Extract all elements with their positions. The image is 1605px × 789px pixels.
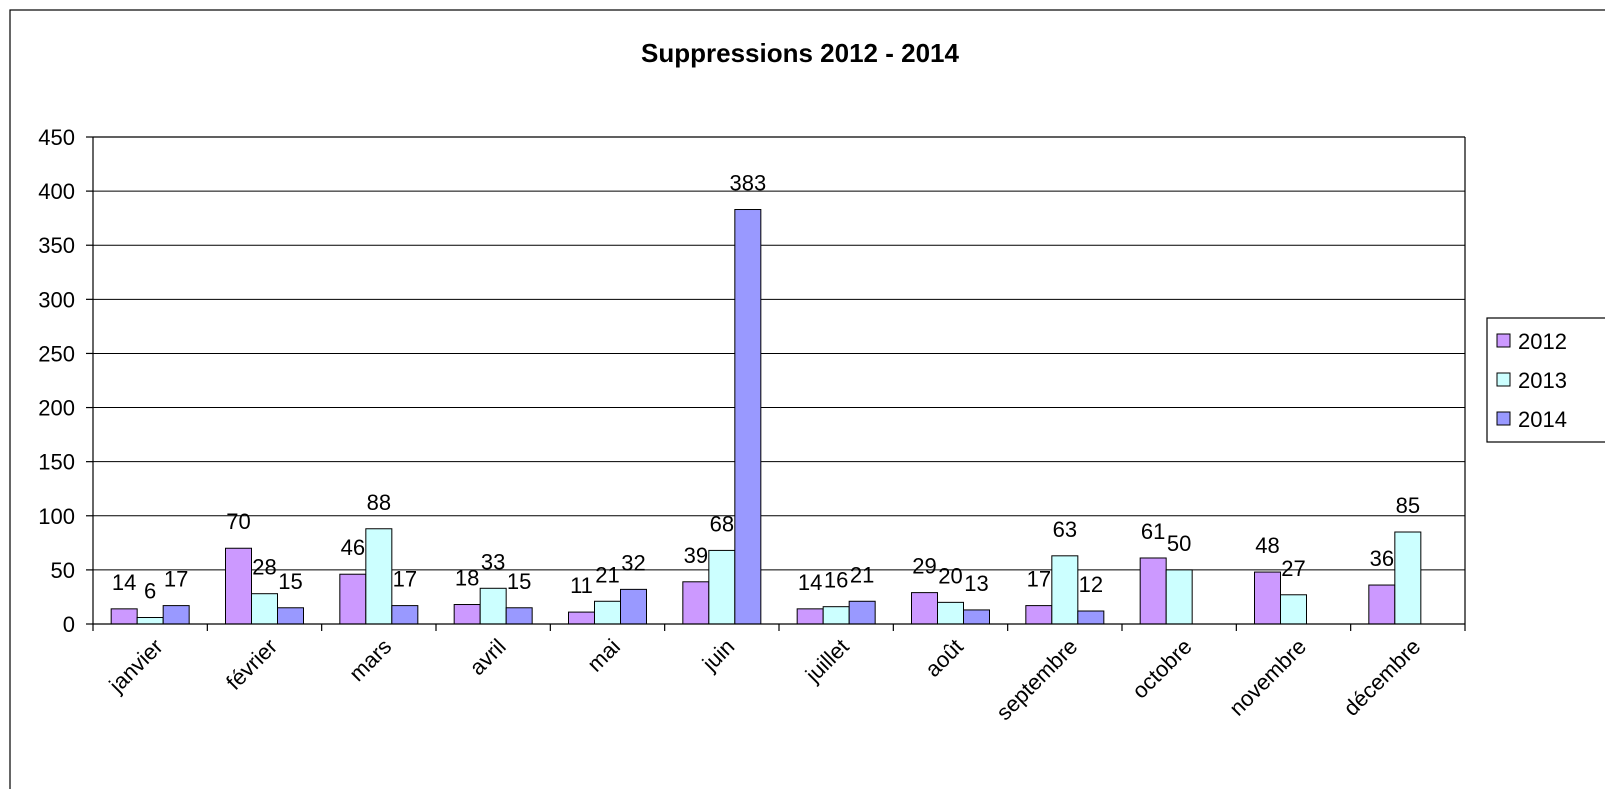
legend-swatch-2013 bbox=[1496, 372, 1511, 387]
data-label: 85 bbox=[1396, 493, 1420, 518]
bar-2013-février bbox=[251, 593, 278, 625]
bar-2012-avril bbox=[453, 604, 481, 625]
data-label: 17 bbox=[393, 567, 417, 592]
data-label: 32 bbox=[621, 550, 645, 575]
y-tick-label: 450 bbox=[38, 125, 75, 150]
bar-2014-janvier bbox=[162, 605, 190, 625]
data-label: 6 bbox=[144, 579, 156, 604]
data-label: 28 bbox=[252, 555, 276, 580]
legend-label-2012: 2012 bbox=[1518, 329, 1567, 354]
y-tick-label: 50 bbox=[51, 558, 75, 583]
data-label: 48 bbox=[1255, 533, 1279, 558]
data-label: 12 bbox=[1079, 572, 1103, 597]
y-axis-ticks: 0 50 100 150 200 250 300 350 400 450 bbox=[38, 125, 93, 637]
bar-2013-octobre bbox=[1165, 569, 1193, 625]
legend-label-2014: 2014 bbox=[1518, 407, 1567, 432]
data-label: 39 bbox=[684, 543, 708, 568]
bar-2013-août bbox=[937, 601, 964, 625]
bar-2013-mai bbox=[594, 600, 621, 625]
data-label: 15 bbox=[278, 569, 302, 594]
data-label: 46 bbox=[341, 535, 365, 560]
y-tick-label: 400 bbox=[38, 179, 75, 204]
bar-2012-juillet bbox=[796, 608, 824, 625]
data-label: 15 bbox=[507, 569, 531, 594]
bar-2014-mai bbox=[620, 588, 647, 625]
data-label: 33 bbox=[481, 549, 505, 574]
data-label: 61 bbox=[1141, 519, 1165, 544]
bar-2012-septembre bbox=[1025, 605, 1053, 625]
bar-2014-mars bbox=[391, 605, 419, 625]
y-tick-label: 350 bbox=[38, 233, 75, 258]
y-tick-label: 300 bbox=[38, 287, 75, 312]
data-label: 63 bbox=[1053, 517, 1077, 542]
bar-2012-décembre bbox=[1368, 584, 1396, 625]
legend-swatch-2012 bbox=[1496, 333, 1511, 348]
legend: 2012 2013 2014 bbox=[1486, 317, 1605, 443]
bar-2012-août bbox=[911, 592, 938, 625]
y-tick-label: 100 bbox=[38, 504, 75, 529]
bar-2013-juin bbox=[708, 549, 736, 625]
legend-swatch-2014 bbox=[1496, 411, 1511, 426]
data-label: 36 bbox=[1370, 546, 1394, 571]
bar-2012-mars bbox=[339, 573, 367, 625]
axes bbox=[92, 136, 1466, 625]
bar-2012-octobre bbox=[1139, 557, 1167, 625]
y-tick-label: 250 bbox=[38, 341, 75, 366]
bar-2014-juin bbox=[734, 209, 762, 625]
bar-2012-juin bbox=[682, 581, 710, 625]
y-tick-label: 0 bbox=[63, 612, 75, 637]
bar-2013-juillet bbox=[822, 606, 850, 625]
data-label: 50 bbox=[1167, 531, 1191, 556]
bar-2013-avril bbox=[479, 587, 507, 625]
y-tick-label: 150 bbox=[38, 450, 75, 475]
chart-title: Suppressions 2012 - 2014 bbox=[641, 38, 959, 68]
data-label: 29 bbox=[912, 554, 936, 579]
data-label: 16 bbox=[824, 568, 848, 593]
data-label: 20 bbox=[938, 563, 962, 588]
bar-2012-novembre bbox=[1254, 571, 1281, 625]
chart-frame bbox=[9, 9, 1605, 789]
data-label: 88 bbox=[367, 490, 391, 515]
data-label: 70 bbox=[226, 509, 250, 534]
data-label: 21 bbox=[595, 562, 619, 587]
data-label: 13 bbox=[964, 571, 988, 596]
data-label: 27 bbox=[1281, 556, 1305, 581]
bar-2014-août bbox=[963, 609, 990, 625]
data-label: 14 bbox=[112, 570, 136, 595]
bar-2013-janvier bbox=[136, 617, 164, 625]
legend-label-2013: 2013 bbox=[1518, 368, 1567, 393]
data-label: 17 bbox=[1027, 567, 1051, 592]
bar-2013-septembre bbox=[1051, 555, 1079, 625]
bar-2012-janvier bbox=[110, 608, 138, 625]
data-label: 11 bbox=[570, 573, 593, 598]
data-label: 17 bbox=[164, 567, 188, 592]
data-label: 14 bbox=[798, 570, 822, 595]
bar-2014-février bbox=[277, 607, 304, 625]
bar-2014-septembre bbox=[1077, 610, 1105, 625]
bar-2013-novembre bbox=[1280, 594, 1307, 625]
bar-2014-juillet bbox=[848, 600, 876, 625]
data-label: 383 bbox=[729, 171, 766, 196]
bar-2013-décembre bbox=[1394, 531, 1422, 625]
data-label: 18 bbox=[455, 566, 479, 591]
bar-2014-avril bbox=[505, 607, 533, 625]
y-tick-label: 200 bbox=[38, 396, 75, 421]
data-label: 68 bbox=[710, 511, 734, 536]
bar-2012-mai bbox=[568, 611, 595, 625]
data-label: 21 bbox=[850, 562, 874, 587]
bar-2012-février bbox=[225, 547, 252, 625]
bar-2013-mars bbox=[365, 528, 393, 625]
